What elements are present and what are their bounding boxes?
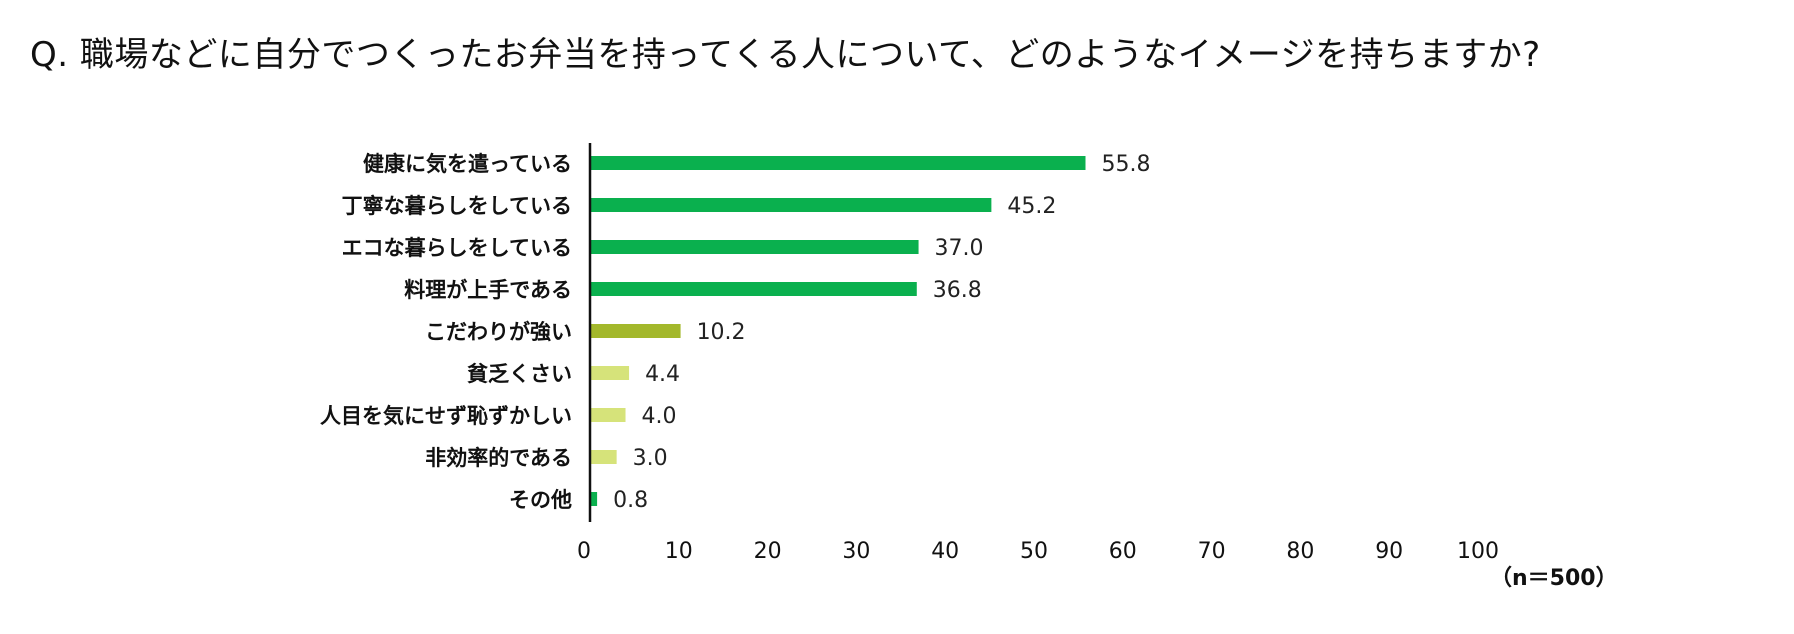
bar-1 — [590, 156, 1086, 170]
category-label: 健康に気を遣っている — [363, 152, 572, 176]
tick-label: 80 — [1286, 539, 1314, 564]
question-title: Q. 職場などに自分でつくったお弁当を持ってくる人について、どのようなイメージを… — [30, 35, 1541, 75]
value-label: 4.0 — [642, 404, 677, 429]
value-label: 55.8 — [1102, 152, 1151, 177]
tick-label: 30 — [842, 539, 870, 564]
tick-label: 60 — [1109, 539, 1137, 564]
tick-label: 70 — [1198, 539, 1226, 564]
value-label: 4.4 — [645, 362, 680, 387]
value-label: 37.0 — [935, 236, 984, 261]
category-label: こだわりが強い — [425, 320, 572, 344]
value-labels: 55.8 45.2 37.0 36.8 10.2 4.4 4.0 3.0 0.8 — [613, 152, 1150, 513]
category-label: 料理が上手である — [404, 278, 572, 302]
tick-label: 10 — [665, 539, 693, 564]
bar-7 — [590, 408, 626, 422]
tick-label: 20 — [754, 539, 782, 564]
tick-label: 40 — [931, 539, 959, 564]
bar-5 — [590, 324, 681, 338]
category-label: 貧乏くさい — [467, 362, 572, 386]
category-label: エコな暮らしをしている — [342, 236, 572, 260]
value-label: 0.8 — [613, 488, 648, 513]
tick-label: 90 — [1375, 539, 1403, 564]
bars-group — [590, 156, 1086, 506]
value-label: 10.2 — [697, 320, 746, 345]
category-label: 非効率的である — [425, 446, 572, 470]
bar-9 — [590, 492, 598, 506]
category-labels: 健康に気を遣っている丁寧な暮らしをしているエコな暮らしをしている料理が上手である… — [320, 152, 572, 512]
sample-size-note: （n＝500） — [1490, 566, 1618, 591]
tick-label: 50 — [1020, 539, 1048, 564]
value-label: 36.8 — [933, 278, 982, 303]
bar-6 — [590, 366, 630, 380]
category-label: その他 — [509, 488, 572, 512]
bar-8 — [590, 450, 617, 464]
value-label: 45.2 — [1007, 194, 1056, 219]
value-label: 3.0 — [633, 446, 668, 471]
category-label: 人目を気にせず恥ずかしい — [320, 404, 572, 428]
x-axis-ticks: 0 10 20 30 40 50 60 70 80 90 100 — [577, 539, 1499, 564]
tick-label: 0 — [577, 539, 591, 564]
tick-label: 100 — [1457, 539, 1499, 564]
bar-3 — [590, 240, 919, 254]
category-label: 丁寧な暮らしをしている — [342, 194, 572, 218]
bar-4 — [590, 282, 917, 296]
bar-2 — [590, 198, 992, 212]
